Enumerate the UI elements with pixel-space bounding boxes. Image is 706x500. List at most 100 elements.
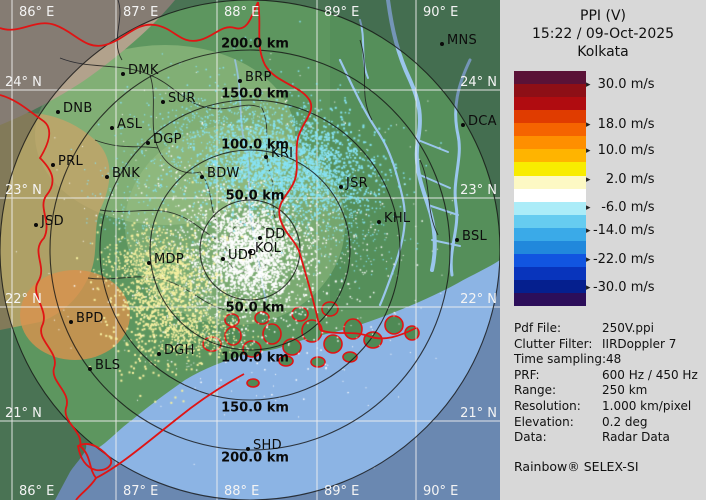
latitude-label-right: 22° N — [460, 292, 497, 307]
colorbar-tick-label: ▸ 10.0 m/s — [586, 143, 698, 158]
range-ring-label: 50.0 km — [225, 300, 285, 316]
station-code: MNS — [447, 33, 478, 48]
info-row: Clutter Filter: IIRDoppler 7 — [514, 337, 704, 353]
colorbar-tick-label: ▸ 18.0 m/s — [586, 117, 698, 132]
range-ring-label: 200.0 km — [221, 450, 289, 466]
colorbar-tick-label: ▸ -14.0 m/s — [586, 223, 698, 238]
scan-datetime: 15:22 / 09-Oct-2025 — [531, 26, 675, 42]
colorbar-band-2 — [514, 97, 586, 111]
range-rings — [0, 0, 500, 500]
colorbar-band-6 — [514, 149, 586, 163]
info-label: Clutter Filter: — [514, 336, 593, 351]
info-value: 600 Hz / 450 Hz — [602, 367, 698, 382]
station-code: SHD — [253, 438, 282, 453]
station-dot — [56, 110, 60, 114]
colorbar-band-10 — [514, 201, 586, 215]
colorbar-tick-label: ▸ 30.0 m/s — [586, 77, 698, 92]
range-ring-label: 50.0 km — [225, 188, 285, 204]
info-label: Pdf File: — [514, 321, 562, 335]
station-code: UDP — [228, 248, 257, 263]
colorbar-band-5 — [514, 136, 586, 150]
station-code: KOL — [255, 241, 282, 256]
tick-arrow-icon: ▸ — [586, 202, 591, 213]
station-dot — [264, 155, 268, 159]
info-row: PRF: 600 Hz / 450 Hz — [514, 368, 704, 384]
tick-arrow-icon: ▸ — [586, 254, 591, 265]
station-code: ASL — [117, 117, 143, 132]
info-value: 1.000 km/pixel — [602, 398, 692, 413]
station-code: BPD — [76, 311, 104, 326]
station-code: BRP — [245, 70, 272, 85]
state-borders — [0, 1, 417, 500]
tick-arrow-icon: ▸ — [586, 225, 591, 236]
tick-value: -6.0 m/s — [601, 200, 655, 215]
tick-arrow-icon: ▸ — [586, 79, 591, 90]
station-dot — [146, 141, 150, 145]
tick-arrow-icon: ▸ — [586, 174, 591, 185]
colorbar-band-14 — [514, 253, 586, 267]
latitude-label-left: 24° N — [5, 75, 42, 90]
info-panel: PPI (V) 15:22 / 09-Oct-2025 Kolkata Pdf … — [500, 0, 706, 500]
station-code: PRL — [58, 154, 84, 169]
colorbar-band-13 — [514, 240, 586, 254]
colorbar-band-7 — [514, 162, 586, 176]
colorbar-band-11 — [514, 214, 586, 228]
station-code: BLS — [95, 358, 121, 373]
station-dot — [377, 220, 381, 224]
longitude-label-top: 86° E — [19, 5, 55, 20]
info-value: 250V.ppi — [602, 321, 654, 335]
station-dot — [34, 223, 38, 227]
info-label: Data: — [514, 430, 547, 445]
longitude-label-top: 90° E — [423, 5, 459, 20]
tick-value: -14.0 m/s — [592, 223, 655, 238]
longitude-label-top: 87° E — [123, 5, 159, 20]
velocity-colorbar — [514, 71, 586, 307]
tick-value: 2.0 m/s — [605, 172, 655, 187]
longitude-label-bottom: 89° E — [324, 484, 360, 499]
colorbar-tick-label: ▸ 2.0 m/s — [586, 172, 698, 187]
map-labels: MNS DMK BRP SUR DNB ASL DGP KRI DCA BDW BNK PRL JSR K… — [5, 5, 497, 499]
tick-value: 30.0 m/s — [597, 77, 655, 92]
station-dot — [161, 100, 165, 104]
colorbar-band-0 — [514, 71, 586, 85]
colorbar-band-16 — [514, 280, 586, 294]
longitude-label-bottom: 87° E — [123, 484, 159, 499]
colorbar-band-3 — [514, 110, 586, 124]
product-title: PPI (V) — [580, 8, 626, 24]
info-value: 0.2 deg — [602, 414, 648, 429]
info-value: Radar Data — [602, 430, 670, 445]
longitude-label-bottom: 88° E — [224, 484, 260, 499]
station-code: DCA — [468, 114, 497, 129]
panel-header: PPI (V) 15:22 / 09-Oct-2025 Kolkata — [500, 7, 706, 61]
colorbar-tick-label: ▸ -6.0 m/s — [586, 200, 698, 215]
range-ring-label: 150.0 km — [221, 86, 289, 102]
longitude-label-top: 88° E — [224, 5, 260, 20]
colorbar-band-4 — [514, 123, 586, 137]
station-dot — [105, 175, 109, 179]
info-value: 48 — [606, 352, 622, 367]
station-code: BSL — [462, 229, 488, 244]
station-dot — [221, 257, 225, 261]
station-dot — [110, 126, 114, 130]
station-dot — [258, 236, 262, 240]
colorbar-tick-label: ▸ -22.0 m/s — [586, 252, 698, 267]
station-code: BNK — [112, 166, 141, 181]
info-row: Data: Radar Data — [514, 430, 704, 446]
station-dot — [157, 352, 161, 356]
station-code: DD — [265, 227, 286, 242]
station-code: KRI — [271, 146, 294, 161]
station-dot — [455, 238, 459, 242]
info-value: 250 km — [602, 383, 648, 398]
tick-value: -30.0 m/s — [592, 280, 655, 295]
latitude-label-left: 23° N — [5, 183, 42, 198]
map-overlay-layer — [0, 0, 500, 500]
station-dot — [461, 123, 465, 127]
range-ring-label: 150.0 km — [221, 400, 289, 416]
latitude-label-right: 21° N — [460, 406, 497, 421]
station-dot — [147, 261, 151, 265]
station-dot — [51, 163, 55, 167]
station-code: KHL — [384, 211, 411, 226]
station-code: MDP — [154, 252, 184, 267]
tick-arrow-icon: ▸ — [586, 145, 591, 156]
info-label: Range: — [514, 383, 557, 398]
